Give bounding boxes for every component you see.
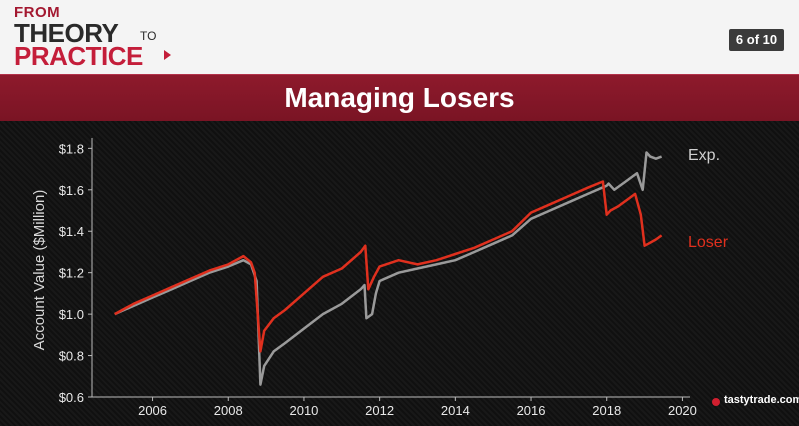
tastytrade-logo: tastytrade.com xyxy=(712,394,799,412)
y-tick-label: $0.8 xyxy=(59,349,84,364)
x-tick-label: 2006 xyxy=(138,403,167,418)
slide-header: FROM THEORY TO PRACTICE 6 of 10 xyxy=(0,0,799,74)
slide-title: Managing Losers xyxy=(284,82,515,113)
y-tick-label: $1.6 xyxy=(59,183,84,198)
series-line-loser xyxy=(114,180,663,353)
legend-loser: Loser xyxy=(688,234,729,251)
x-tick-label: 2018 xyxy=(592,403,621,418)
y-axis-label: Account Value ($Million) xyxy=(31,190,48,351)
y-tick-label: $1.4 xyxy=(59,224,84,239)
y-tick-label: $0.6 xyxy=(59,390,84,405)
title-bar: Managing Losers xyxy=(0,74,799,121)
chart-ticks: $0.6 $0.8 $1.0 $1.2 $1.4 $1.6 $1.8 2006 2008 2010… xyxy=(59,141,697,418)
y-tick-label: $1.2 xyxy=(59,266,84,281)
logo-to: TO xyxy=(140,29,157,43)
cherry-icon xyxy=(712,398,720,406)
x-tick-label: 2016 xyxy=(517,403,546,418)
logo-practice: PRACTICE xyxy=(14,41,143,71)
y-tick-label: $1.8 xyxy=(59,141,84,156)
x-tick-label: 2008 xyxy=(214,403,243,418)
x-tick-label: 2010 xyxy=(289,403,318,418)
slide-counter: 6 of 10 xyxy=(729,29,784,51)
from-theory-to-practice-logo: FROM THEORY TO PRACTICE xyxy=(14,4,214,71)
y-tick-label: $1.0 xyxy=(59,307,84,322)
play-arrow-icon xyxy=(164,50,171,60)
legend-exp: Exp. xyxy=(688,147,720,164)
chart-series xyxy=(114,151,663,386)
series-line-exp xyxy=(114,151,663,386)
brand-text: tastytrade.com xyxy=(724,394,799,406)
x-tick-label: 2014 xyxy=(441,403,470,418)
logo-from: FROM xyxy=(14,4,61,21)
logo-theory: THEORY xyxy=(14,18,119,48)
x-tick-label: 2020 xyxy=(668,403,697,418)
x-tick-label: 2012 xyxy=(365,403,394,418)
chart-axes xyxy=(91,138,690,398)
